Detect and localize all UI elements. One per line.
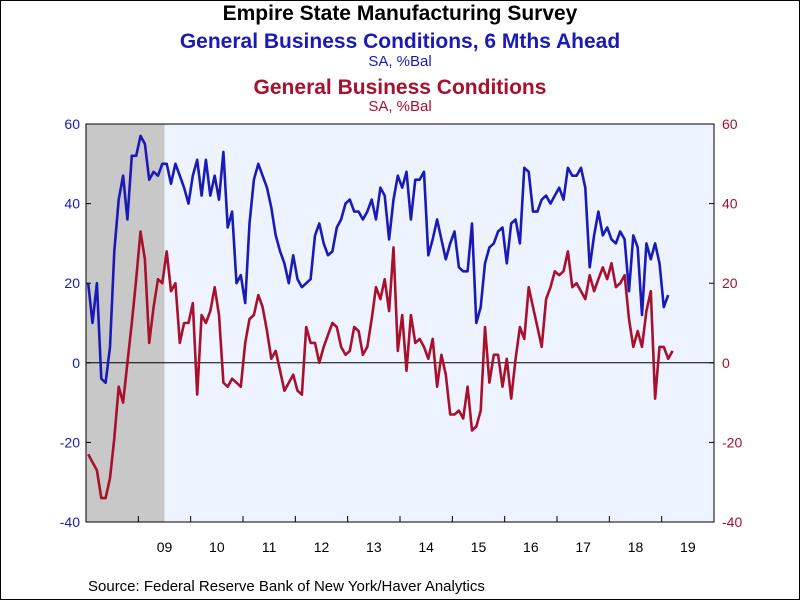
chart-title: Empire State Manufacturing Survey [222,2,578,25]
series-line-current [87,230,674,500]
series-line-6mth-ahead [86,134,670,385]
x-tick-label: 12 [314,539,330,555]
y-tick-label-left: 40 [64,196,80,212]
y-tick-label-right: -20 [722,434,742,450]
x-tick-label: 16 [523,539,539,555]
x-tick-label: 19 [680,539,696,555]
y-tick-label-right: 20 [722,275,738,291]
y-tick-label-right: 60 [722,116,738,132]
series1-label: General Business Conditions, 6 Mths Ahea… [179,30,621,53]
y-tick-label-left: 20 [64,275,80,291]
y-tick-label-right: 0 [722,355,730,371]
series2-label: General Business Conditions [253,76,547,99]
y-tick-label-left: 0 [72,355,80,371]
x-tick-label: 13 [366,539,382,555]
source-note: Source: Federal Reserve Bank of New York… [88,578,485,595]
x-tick-label: 14 [418,539,434,555]
series2-units: SA, %Bal [368,98,432,115]
x-tick-label: 10 [209,539,225,555]
series1-units: SA, %Bal [368,53,432,70]
x-tick-label: 18 [628,539,644,555]
x-tick-label: 09 [157,539,173,555]
y-tick-label-left: -40 [60,514,80,530]
x-tick-label: 15 [471,539,487,555]
x-tick-label: 17 [575,539,591,555]
y-tick-label-right: 40 [722,196,738,212]
y-tick-label-left: -20 [60,434,80,450]
y-tick-label-right: -40 [722,514,742,530]
y-tick-label-left: 60 [64,116,80,132]
x-tick-label: 11 [262,539,277,555]
